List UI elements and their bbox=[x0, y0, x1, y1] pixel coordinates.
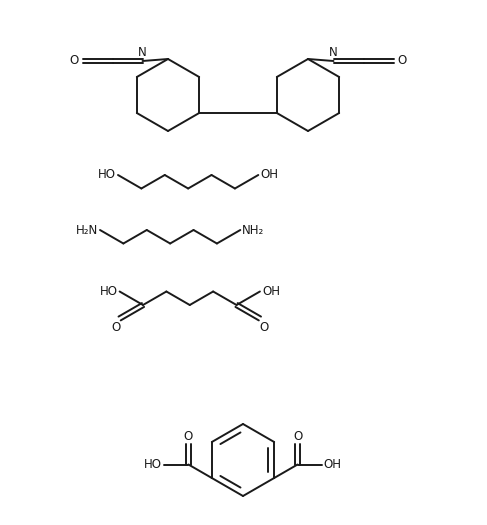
Text: OH: OH bbox=[324, 458, 342, 471]
Text: OH: OH bbox=[260, 169, 278, 182]
Text: OH: OH bbox=[262, 285, 280, 298]
Text: HO: HO bbox=[98, 169, 116, 182]
Text: O: O bbox=[397, 55, 406, 68]
Text: HO: HO bbox=[144, 458, 162, 471]
Text: N: N bbox=[329, 46, 338, 58]
Text: O: O bbox=[293, 430, 302, 443]
Text: H₂N: H₂N bbox=[76, 224, 98, 236]
Text: O: O bbox=[70, 55, 79, 68]
Text: O: O bbox=[184, 430, 193, 443]
Text: HO: HO bbox=[100, 285, 118, 298]
Text: NH₂: NH₂ bbox=[243, 224, 264, 236]
Text: N: N bbox=[138, 46, 147, 58]
Text: O: O bbox=[111, 321, 120, 334]
Text: O: O bbox=[259, 321, 268, 334]
